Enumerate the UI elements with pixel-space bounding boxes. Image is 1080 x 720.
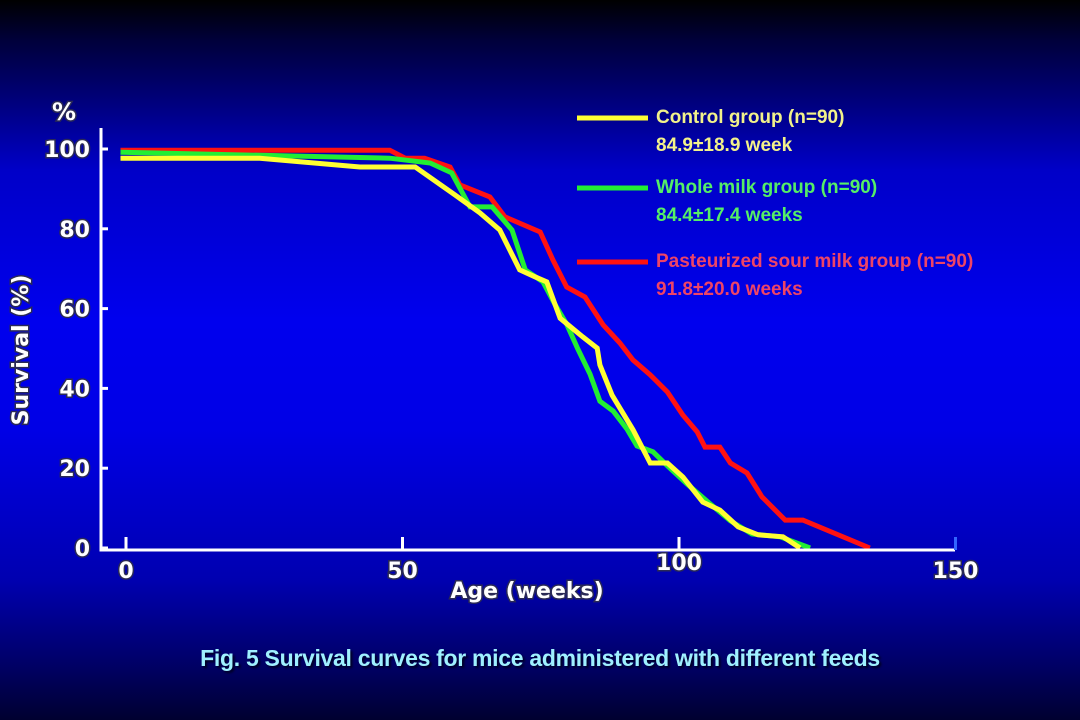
- legend-stat: 84.9±18.9 week: [656, 135, 793, 156]
- axes: [99, 128, 955, 552]
- x-tick-label: 150: [933, 559, 979, 584]
- x-tick-label: 0: [118, 559, 133, 584]
- y-axis-title: Survival (%): [9, 275, 34, 426]
- y-unit-label: %: [52, 98, 76, 126]
- y-tick-label: 0: [75, 537, 90, 562]
- legend-label: Control group (n=90): [656, 107, 844, 128]
- x-tick-label: 50: [387, 559, 418, 584]
- y-tick-label: 80: [59, 218, 90, 243]
- legend-label: Whole milk group (n=90): [656, 177, 877, 198]
- legend: Control group (n=90) 84.9±18.9 week Whole …: [577, 107, 973, 300]
- y-tick-label: 60: [59, 298, 90, 323]
- figure-caption: Fig. 5 Survival curves for mice administ…: [200, 645, 880, 671]
- x-tick-label: 100: [656, 551, 702, 576]
- legend-stat: 84.4±17.4 weeks: [656, 205, 803, 226]
- y-tick-label: 100: [44, 138, 90, 163]
- legend-stat: 91.8±20.0 weeks: [656, 279, 803, 300]
- plot-lines: [120, 147, 871, 551]
- series-line-0: [120, 155, 802, 551]
- legend-label: Pasteurized sour milk group (n=90): [656, 251, 973, 272]
- y-tick-label: 20: [59, 457, 90, 482]
- x-axis-title: Age (weeks): [450, 579, 603, 604]
- y-tick-label: 40: [59, 377, 90, 402]
